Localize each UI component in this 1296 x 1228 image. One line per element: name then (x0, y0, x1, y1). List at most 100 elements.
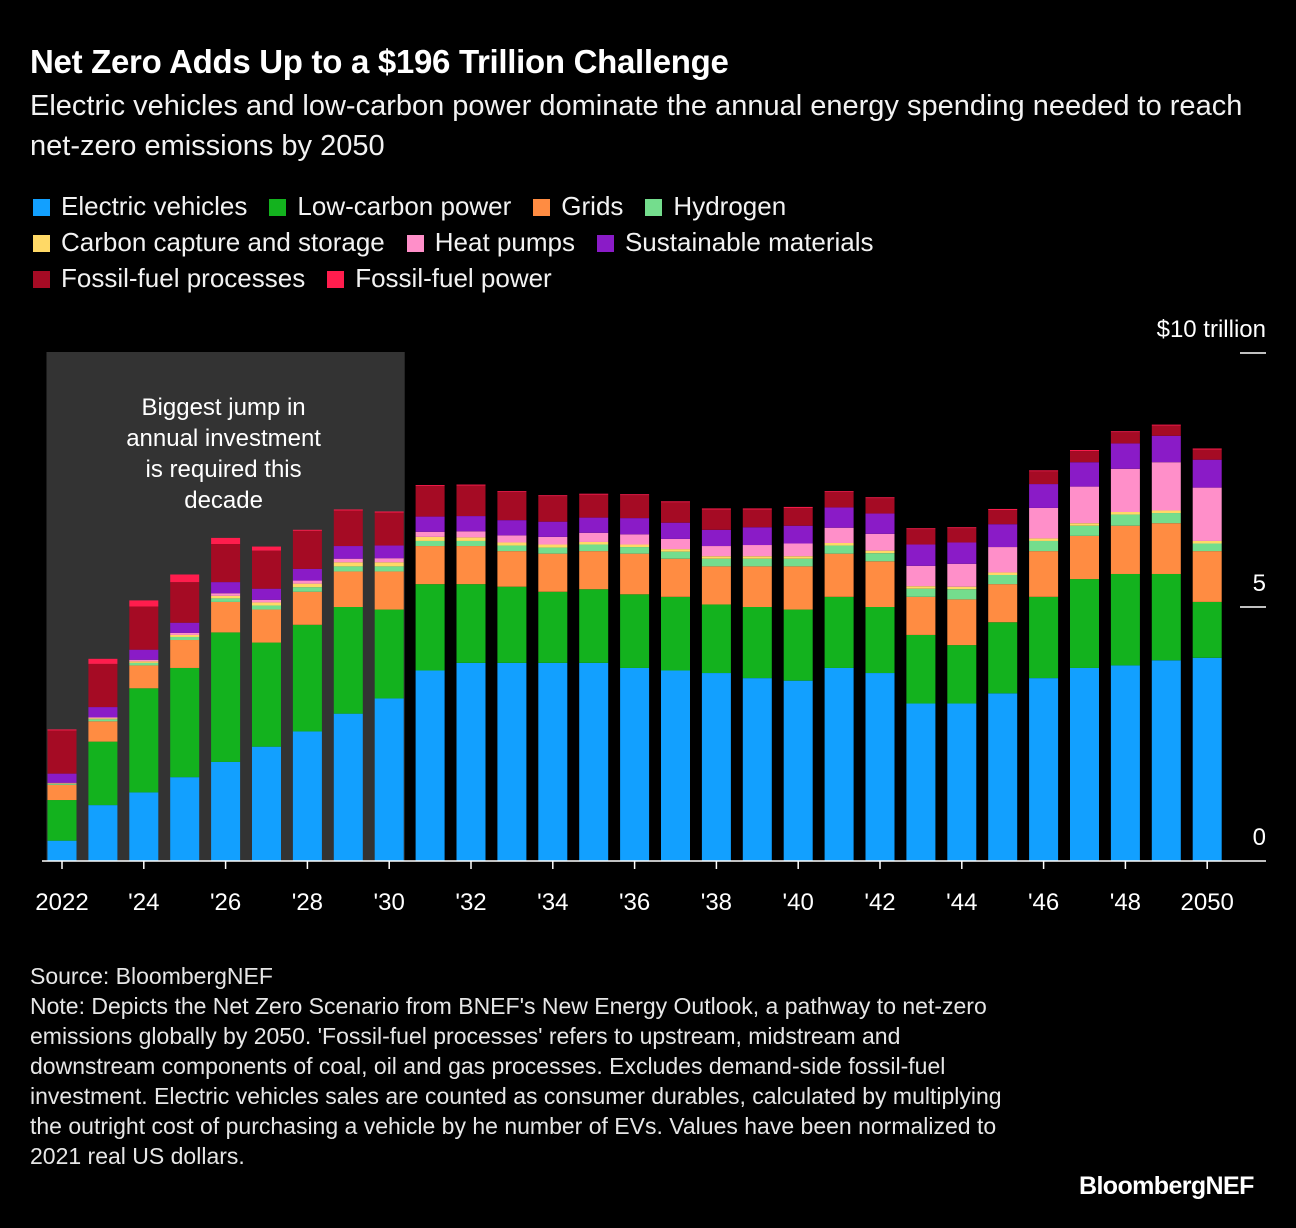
chart-title: Net Zero Adds Up to a $196 Trillion Chal… (30, 43, 729, 80)
annotation-text: Biggest jump in (142, 394, 306, 421)
bar-segment (415, 584, 445, 671)
bar-segment (1029, 507, 1059, 539)
legend-item: Hydrogen (645, 188, 786, 224)
bar-segment (742, 678, 772, 861)
bar-segment (129, 606, 159, 650)
bar-segment (1151, 573, 1181, 661)
legend-label: Electric vehicles (61, 191, 248, 221)
bar-segment (211, 582, 241, 594)
bar-segment (701, 604, 731, 674)
legend-swatch (596, 235, 614, 252)
bar-segment (538, 591, 568, 663)
bar-segment (1029, 678, 1059, 861)
brand-logo: BloombergNEF (1079, 1172, 1254, 1200)
legend-swatch (33, 199, 50, 216)
bar-segment (906, 596, 936, 635)
bar-segment (456, 516, 486, 532)
bar-segment (129, 649, 159, 660)
bar-segment (988, 572, 1018, 575)
x-tick-label: '38 (701, 889, 732, 916)
legend-swatch (533, 199, 551, 216)
bar-segment (170, 634, 200, 637)
bar-segment (538, 553, 568, 592)
bar-segment (824, 596, 854, 668)
bar-segment (865, 498, 895, 514)
bar-segment (129, 665, 159, 689)
bar-segment (742, 566, 772, 607)
legend-swatch (406, 235, 424, 252)
bar-segment (824, 553, 854, 597)
bar-segment (129, 792, 159, 861)
legend-label: Sustainable materials (624, 227, 874, 257)
bar-segment (333, 509, 363, 511)
bar-segment (88, 719, 118, 722)
x-tick-label: '44 (946, 889, 977, 916)
legend-label: Hydrogen (673, 191, 787, 221)
legend-item: Electric vehicles (33, 188, 247, 224)
bar-segment (947, 599, 977, 646)
bar-segment (1070, 667, 1099, 861)
bar-segment (88, 718, 118, 720)
bar-segment (906, 588, 936, 597)
x-tick-label: '30 (374, 889, 405, 916)
bar-segment (538, 662, 568, 861)
bar-segment (456, 540, 486, 547)
bar-segment (824, 491, 854, 493)
bar-segment (1110, 514, 1140, 526)
bar-segment (497, 662, 527, 861)
bar-segment (661, 558, 690, 597)
bar-segment (333, 562, 363, 567)
bar-segment (374, 609, 404, 699)
bar-segment (456, 584, 486, 663)
bar-segment (661, 522, 690, 539)
bar-segment (824, 667, 854, 861)
bar-segment (47, 782, 77, 784)
bar-segment (374, 511, 404, 513)
bar-segment (415, 486, 445, 517)
bar-segment (88, 707, 118, 718)
bar-segment (701, 529, 731, 547)
bar-segment (1070, 579, 1099, 668)
bar-segment (661, 596, 690, 671)
bar-segment (906, 529, 936, 545)
bar-segment (783, 566, 813, 610)
bar-segment (988, 584, 1018, 623)
bar-segment (824, 527, 854, 543)
bar-segment (1151, 660, 1181, 861)
bar-segment (701, 558, 731, 567)
bar-segment (170, 667, 200, 778)
bar-segment (865, 497, 895, 499)
bar-segment (292, 530, 322, 569)
bar-segment (742, 509, 772, 528)
bar-segment (211, 601, 241, 633)
legend-item: Carbon capture and storage (33, 224, 385, 260)
bar-segment (1151, 510, 1181, 514)
bar-segment (292, 731, 322, 861)
bar-segment (661, 501, 690, 503)
bar-segment (661, 551, 690, 559)
bar-segment (415, 485, 445, 487)
bar-segment (292, 587, 322, 592)
bar-segment (538, 544, 568, 548)
bar-segment (538, 496, 568, 522)
legend-label: Grids (561, 191, 624, 221)
bar-segment (1070, 535, 1099, 580)
bar-segment (47, 729, 77, 731)
bar-segment (988, 508, 1018, 510)
bar-segment (88, 741, 118, 806)
legend-row: Electric vehicles Low-carbon power Grids Hy… (33, 188, 1233, 224)
bar-segment (456, 537, 486, 541)
y-tick-label: 0 (1253, 824, 1266, 851)
bar-segment (620, 594, 650, 668)
bar-segment (579, 517, 609, 533)
bar-segment (333, 713, 363, 861)
bar-segment (783, 506, 813, 508)
legend: Electric vehicles Low-carbon power Grids Hy… (33, 188, 1233, 296)
bar-segment (1029, 538, 1059, 541)
bar-segment (1070, 525, 1099, 536)
bar-segment (620, 495, 650, 519)
bar-segment (1151, 424, 1181, 426)
bar-segment (783, 558, 813, 567)
bar-segment (497, 586, 527, 663)
bar-segment (783, 556, 813, 559)
